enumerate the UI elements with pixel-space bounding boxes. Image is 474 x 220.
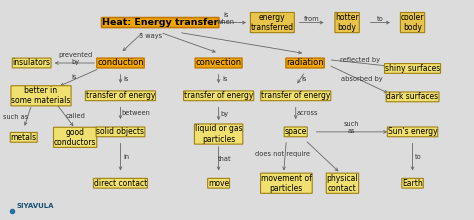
Text: SIYAVULA: SIYAVULA <box>16 203 54 209</box>
Text: Earth: Earth <box>402 179 423 188</box>
Text: does not require: does not require <box>255 151 310 157</box>
Text: transfer of energy: transfer of energy <box>261 91 330 100</box>
Text: called: called <box>65 113 85 119</box>
Text: that: that <box>218 156 231 161</box>
Text: between: between <box>121 110 150 116</box>
Text: metals: metals <box>11 133 37 142</box>
Text: solid objects: solid objects <box>97 127 145 136</box>
Text: such as: such as <box>3 114 28 119</box>
Text: is: is <box>124 76 129 82</box>
Text: Heat: Energy transfer: Heat: Energy transfer <box>102 18 219 27</box>
Text: is
when: is when <box>217 12 235 25</box>
Text: reflected by: reflected by <box>340 57 380 63</box>
Text: liquid or gas
particles: liquid or gas particles <box>195 124 242 144</box>
Text: such
as: such as <box>344 121 360 134</box>
Text: prevented
by: prevented by <box>58 52 92 65</box>
Text: hotter
body: hotter body <box>335 13 359 32</box>
Text: better in
some materials: better in some materials <box>11 86 71 106</box>
Text: physical
contact: physical contact <box>327 174 358 193</box>
Text: good
conductors: good conductors <box>54 128 96 147</box>
Text: radiation: radiation <box>286 59 324 68</box>
Text: 3 ways: 3 ways <box>139 33 163 39</box>
Text: to: to <box>415 154 422 160</box>
Text: transfer of energy: transfer of energy <box>86 91 155 100</box>
Text: to: to <box>376 16 383 22</box>
Text: conduction: conduction <box>97 59 144 68</box>
Text: transfer of energy: transfer of energy <box>184 91 253 100</box>
Text: is: is <box>71 74 76 80</box>
Text: direct contact: direct contact <box>94 179 147 188</box>
Text: energy
transferred: energy transferred <box>251 13 294 32</box>
Text: is: is <box>222 76 228 82</box>
Text: by: by <box>220 111 228 117</box>
Text: from: from <box>304 16 319 22</box>
Text: in: in <box>124 154 129 160</box>
Text: shiny surfaces: shiny surfaces <box>385 64 440 73</box>
Text: across: across <box>297 110 318 116</box>
Text: absorbed by: absorbed by <box>341 76 383 82</box>
Text: space: space <box>284 127 307 136</box>
Text: Sun's energy: Sun's energy <box>388 127 438 136</box>
Text: is: is <box>301 76 307 82</box>
Text: movement of
particles: movement of particles <box>261 174 312 193</box>
Text: move: move <box>208 179 229 188</box>
Text: convection: convection <box>196 59 242 68</box>
Text: cooler
body: cooler body <box>401 13 424 32</box>
Text: insulators: insulators <box>13 59 51 68</box>
Text: dark surfaces: dark surfaces <box>386 92 438 101</box>
